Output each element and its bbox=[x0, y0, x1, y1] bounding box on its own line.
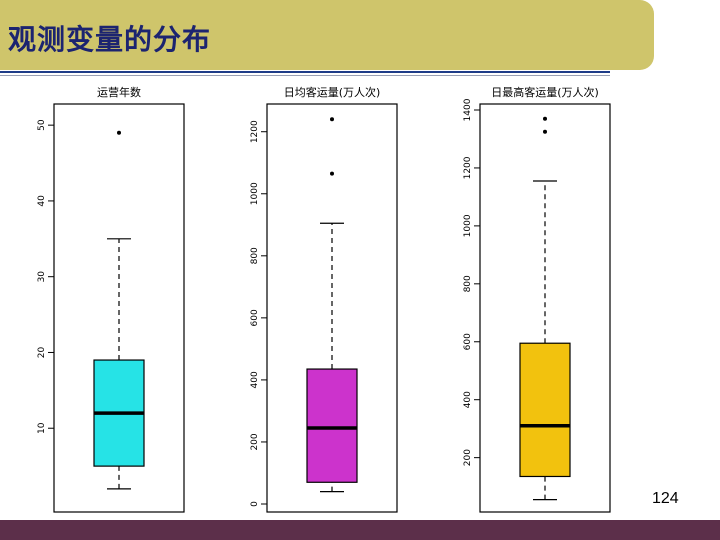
y-tick-label: 1400 bbox=[463, 98, 473, 121]
outlier-point bbox=[117, 130, 121, 135]
y-tick-label: 200 bbox=[250, 433, 260, 450]
iqr-box bbox=[306, 368, 358, 483]
plot-frame bbox=[266, 103, 398, 513]
y-tick-label: 400 bbox=[463, 391, 473, 408]
y-tick-label: 400 bbox=[250, 371, 260, 388]
y-tick-label: 200 bbox=[463, 449, 473, 466]
plot-frame bbox=[53, 103, 185, 513]
y-tick-label: 600 bbox=[463, 333, 473, 350]
slide-title: 观测变量的分布 bbox=[8, 23, 212, 56]
chart-title: 日均客运量(万人次) bbox=[284, 85, 381, 99]
outlier-point bbox=[330, 171, 334, 176]
title-rule bbox=[0, 71, 610, 73]
page-number: 124 bbox=[652, 490, 679, 507]
chart-title: 日最高客运量(万人次) bbox=[491, 85, 599, 99]
y-tick-label: 50 bbox=[37, 119, 47, 131]
boxplot-panel-1: 运营年数 10 20 30 40 50 bbox=[22, 80, 232, 520]
title-bar: 观测变量的分布 bbox=[0, 0, 654, 70]
title-rule-thin bbox=[0, 75, 610, 76]
footer-bar bbox=[0, 520, 720, 540]
iqr-box bbox=[519, 342, 571, 478]
y-tick-label: 800 bbox=[250, 247, 260, 264]
boxplot-2: 日均客运量(万人次) 0 200 400 600 800 1000 1200 bbox=[250, 85, 398, 513]
boxplot-panel-3: 日最高客运量(万人次) 200 400 600 800 1000 1200 1400 bbox=[448, 80, 658, 520]
boxplot-1: 运营年数 10 20 30 40 50 bbox=[37, 85, 185, 513]
y-tick-label: 1000 bbox=[250, 182, 260, 205]
y-tick-label: 0 bbox=[250, 501, 260, 507]
boxplot-3: 日最高客运量(万人次) 200 400 600 800 1000 1200 1400 bbox=[463, 85, 611, 513]
boxplot-panel-2: 日均客运量(万人次) 0 200 400 600 800 1000 1200 bbox=[235, 80, 445, 520]
y-tick-label: 20 bbox=[37, 346, 47, 358]
y-tick-label: 30 bbox=[37, 271, 47, 283]
y-tick-label: 1200 bbox=[463, 156, 473, 179]
y-tick-label: 1000 bbox=[463, 214, 473, 237]
y-tick-label: 600 bbox=[250, 309, 260, 326]
outlier-point bbox=[543, 129, 547, 134]
y-tick-label: 1200 bbox=[250, 120, 260, 143]
y-tick-label: 40 bbox=[37, 195, 47, 207]
y-tick-label: 800 bbox=[463, 275, 473, 292]
outlier-point bbox=[330, 117, 334, 122]
y-tick-label: 10 bbox=[37, 422, 47, 434]
outlier-point bbox=[543, 116, 547, 121]
plot-frame bbox=[479, 103, 611, 513]
chart-title: 运营年数 bbox=[97, 85, 141, 99]
